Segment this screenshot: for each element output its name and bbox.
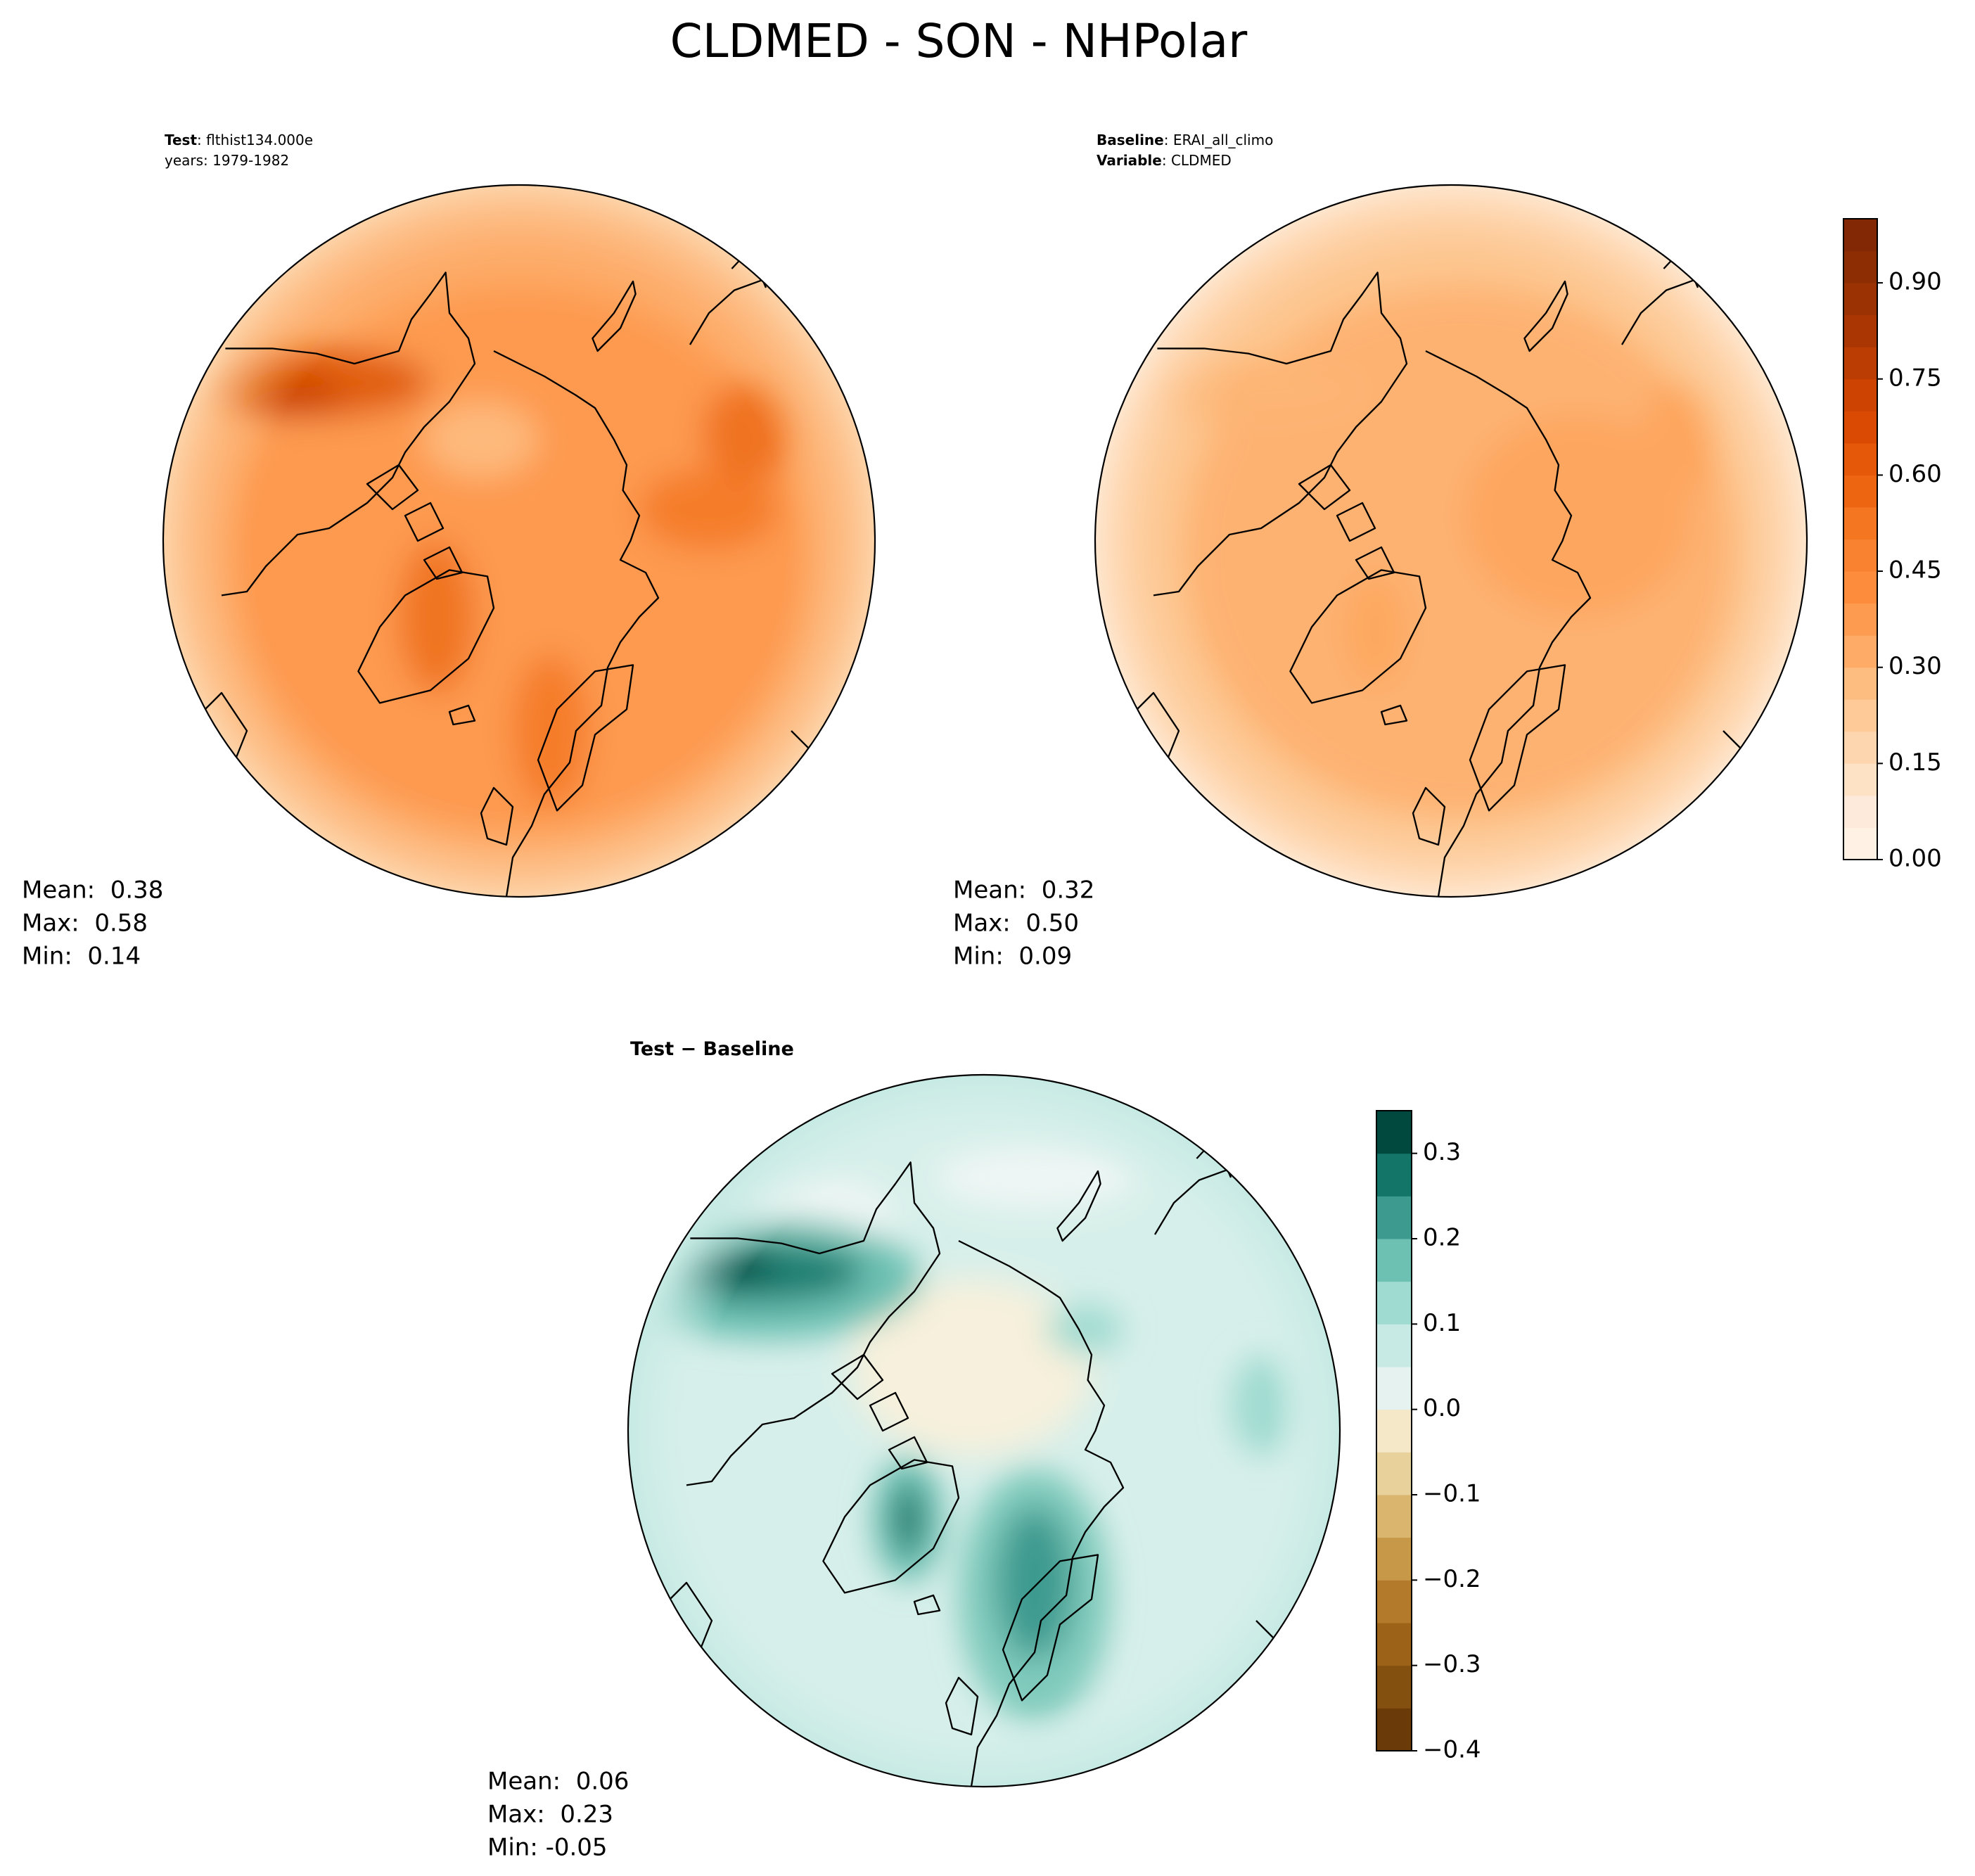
colorbar-band bbox=[1843, 283, 1877, 316]
map-rim bbox=[163, 185, 875, 897]
colorbar-tick-label: 0.75 bbox=[1888, 364, 1942, 392]
colorbar-band bbox=[1843, 219, 1877, 252]
stat-line: Min: 0.14 bbox=[22, 943, 141, 971]
panel-header: Test − Baseline bbox=[630, 1038, 794, 1060]
colorbar-tick-label: 0.00 bbox=[1888, 845, 1942, 873]
colorbar-band bbox=[1376, 1196, 1412, 1239]
map-boundary bbox=[1094, 184, 1808, 898]
stat-line: Mean: 0.06 bbox=[487, 1768, 629, 1796]
colorbar-band bbox=[1376, 1665, 1412, 1709]
colorbar-band bbox=[1843, 571, 1877, 604]
colorbar-band bbox=[1843, 539, 1877, 572]
colorbar-band bbox=[1843, 475, 1877, 508]
stat-line: Min: 0.09 bbox=[953, 943, 1072, 971]
stat-line: Mean: 0.32 bbox=[953, 876, 1094, 905]
header-key: Test bbox=[165, 132, 197, 148]
map-rim bbox=[628, 1075, 1340, 1787]
header-text: years: 1979-1982 bbox=[165, 152, 289, 169]
map-boundary bbox=[627, 1073, 1341, 1788]
colorbar-tick-label: 0.45 bbox=[1888, 556, 1942, 585]
colorbar-tick-label: 0.15 bbox=[1888, 748, 1942, 777]
colorbar-band bbox=[1376, 1623, 1412, 1666]
colorbar-band bbox=[1376, 1111, 1412, 1154]
colorbar-band bbox=[1843, 411, 1877, 444]
colorbar-band bbox=[1843, 635, 1877, 668]
colorbar-band bbox=[1843, 506, 1877, 540]
map-boundary bbox=[162, 184, 876, 898]
colorbar-band bbox=[1376, 1239, 1412, 1282]
map bbox=[628, 1075, 1340, 1787]
colorbar-tick-label: 0.60 bbox=[1888, 460, 1942, 488]
colorbar-band bbox=[1376, 1537, 1412, 1581]
colorbar-band bbox=[1376, 1409, 1412, 1453]
panel-header: Baseline: ERAI_all_climo bbox=[1097, 132, 1273, 148]
colorbar-frame bbox=[1376, 1110, 1412, 1751]
colorbar-band bbox=[1843, 667, 1877, 700]
colorbar-band bbox=[1843, 827, 1877, 860]
map bbox=[1095, 185, 1807, 897]
colorbar-band bbox=[1843, 442, 1877, 476]
stat-line: Max: 0.50 bbox=[953, 910, 1079, 938]
colorbar-band bbox=[1843, 731, 1877, 764]
colorbar-band bbox=[1376, 1324, 1412, 1367]
colorbar-tick-label: −0.2 bbox=[1423, 1565, 1481, 1593]
header-text: : ERAI_all_climo bbox=[1164, 132, 1274, 148]
panel-header: Variable: CLDMED bbox=[1097, 152, 1232, 169]
panel-header: years: 1979-1982 bbox=[165, 152, 289, 169]
header-key: Baseline bbox=[1097, 132, 1164, 148]
colorbar-band bbox=[1376, 1367, 1412, 1410]
header-text: : flthist134.000e bbox=[197, 132, 313, 148]
panel-header: Test: flthist134.000e bbox=[165, 132, 313, 148]
colorbar-tick-label: 0.3 bbox=[1423, 1138, 1461, 1166]
map-rim bbox=[1095, 185, 1807, 897]
colorbar-band bbox=[1843, 603, 1877, 636]
stat-line: Max: 0.58 bbox=[22, 910, 148, 938]
colorbar-band bbox=[1376, 1580, 1412, 1623]
colorbar-band bbox=[1843, 763, 1877, 796]
colorbar-tick-label: 0.2 bbox=[1423, 1224, 1461, 1252]
header-text: : CLDMED bbox=[1162, 152, 1232, 169]
colorbar-tick-label: −0.3 bbox=[1423, 1650, 1481, 1678]
colorbar-band bbox=[1843, 347, 1877, 380]
header-key: Test − Baseline bbox=[630, 1038, 794, 1060]
colorbar-band bbox=[1843, 795, 1877, 828]
colorbar-tick-label: −0.1 bbox=[1423, 1480, 1481, 1508]
colorbar-band bbox=[1376, 1452, 1412, 1495]
colorbar-band bbox=[1843, 378, 1877, 411]
figure-title: CLDMED - SON - NHPolar bbox=[670, 14, 1248, 68]
colorbar-band bbox=[1843, 314, 1877, 347]
colorbar-band bbox=[1843, 250, 1877, 283]
colorbar-band bbox=[1376, 1495, 1412, 1538]
colorbar-tick-label: 0.90 bbox=[1888, 268, 1942, 296]
colorbar-tick-label: 0.1 bbox=[1423, 1309, 1461, 1337]
stat-line: Min: -0.05 bbox=[487, 1834, 608, 1862]
colorbar-tick-label: 0.0 bbox=[1423, 1394, 1461, 1422]
colorbar-tick-label: 0.30 bbox=[1888, 652, 1942, 680]
colorbar-tick-label: −0.4 bbox=[1423, 1736, 1481, 1764]
colorbar-band bbox=[1376, 1708, 1412, 1751]
stat-line: Max: 0.23 bbox=[487, 1801, 613, 1829]
colorbar-band bbox=[1843, 699, 1877, 732]
map bbox=[163, 185, 875, 897]
colorbar-band bbox=[1376, 1153, 1412, 1197]
colorbar-band bbox=[1376, 1281, 1412, 1325]
colorbar-frame bbox=[1843, 218, 1878, 860]
header-key: Variable bbox=[1097, 152, 1162, 169]
stat-line: Mean: 0.38 bbox=[22, 876, 163, 905]
